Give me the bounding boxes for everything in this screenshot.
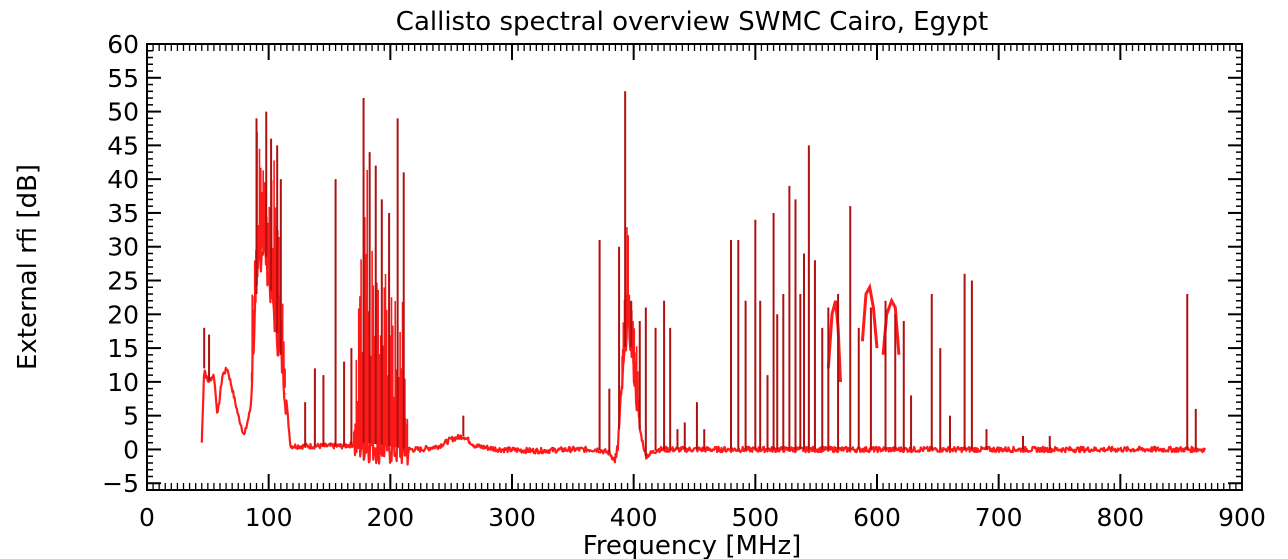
x-axis-label: Frequency [MHz] [583,531,802,559]
x-tick-label: 300 [488,503,536,532]
y-tick-label: 50 [107,98,139,127]
y-tick-label: 20 [107,300,139,329]
x-tick-label: 100 [245,503,293,532]
x-tick-label: 900 [1218,503,1266,532]
x-tick-label: 800 [1096,503,1144,532]
y-tick-group: −5 0 5 10 15 20 25 30 35 40 45 50 55 60 [102,30,1242,498]
spectrum-dense-band [250,132,640,450]
y-tick-label: 55 [107,64,139,93]
x-tick-label: 500 [731,503,779,532]
plot-area [200,91,1206,466]
plot-frame [146,43,1243,491]
y-tick-label: 25 [107,267,139,296]
y-tick-label: 35 [107,199,139,228]
y-tick-label: 5 [123,402,139,431]
y-tick-label: 15 [107,334,139,363]
y-tick-label: 10 [107,368,139,397]
y-tick-label: 40 [107,165,139,194]
y-tick-label: 45 [107,131,139,160]
x-tick-label: 0 [139,503,155,532]
y-axis-label: External rfi [dB] [13,164,43,370]
x-tick-label: 200 [366,503,414,532]
spectrum-baseline-line [200,236,1206,466]
x-tick-label: 400 [610,503,658,532]
x-tick-group: 0 100 200 300 400 500 600 700 800 900 [139,44,1266,532]
y-tick-label: 30 [107,233,139,262]
chart-title: Callisto spectral overview SWMC Cairo, E… [396,7,988,37]
y-tick-label: 60 [107,30,139,59]
spectrum-bump [860,282,879,349]
x-tick-label: 700 [975,503,1023,532]
y-tick-label: 0 [123,435,139,464]
y-tick-label: −5 [102,469,139,498]
x-tick-label: 600 [853,503,901,532]
